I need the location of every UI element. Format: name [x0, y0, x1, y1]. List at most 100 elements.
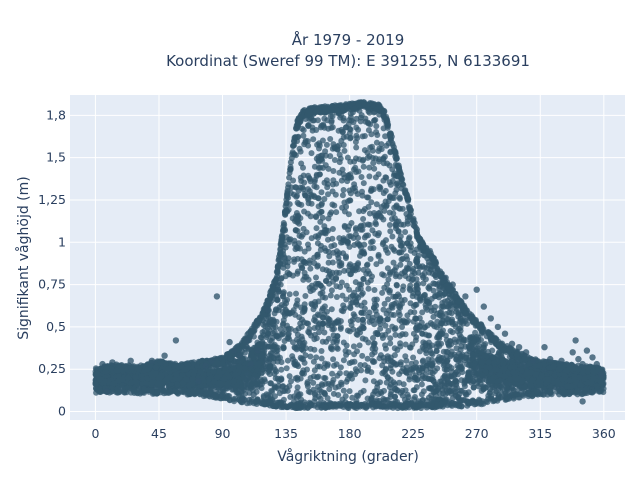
data-point	[352, 366, 359, 373]
data-point	[403, 364, 410, 371]
data-point	[412, 359, 419, 366]
data-point	[284, 263, 291, 270]
data-point	[388, 311, 395, 318]
data-point	[403, 357, 410, 364]
data-point	[273, 368, 280, 375]
data-point	[318, 348, 325, 354]
data-point	[326, 386, 333, 393]
data-point	[312, 213, 319, 220]
data-point	[318, 381, 325, 388]
data-point	[294, 384, 301, 391]
data-point	[422, 340, 429, 347]
data-point	[282, 297, 288, 304]
data-point	[429, 321, 436, 328]
data-point	[328, 243, 335, 250]
chart-title-line1: År 1979 - 2019	[292, 30, 405, 49]
data-point	[398, 242, 405, 249]
data-point	[402, 353, 409, 360]
data-point	[329, 201, 336, 208]
data-point	[501, 365, 508, 372]
data-point	[388, 243, 395, 250]
data-point	[305, 328, 312, 335]
data-point	[369, 238, 376, 245]
data-point	[461, 357, 468, 364]
data-point	[336, 169, 343, 176]
data-point	[312, 301, 319, 308]
data-point	[313, 335, 320, 342]
data-point	[286, 291, 293, 298]
data-point	[457, 387, 464, 394]
data-point	[309, 124, 316, 131]
data-point	[331, 362, 337, 369]
data-point	[319, 152, 326, 159]
data-point	[382, 187, 389, 194]
data-point	[321, 389, 328, 396]
data-point	[327, 136, 334, 142]
data-point	[300, 343, 307, 350]
data-point	[346, 223, 353, 230]
data-point	[266, 356, 273, 363]
data-point	[255, 360, 262, 367]
data-point	[353, 264, 360, 271]
data-point	[438, 303, 445, 310]
data-point	[328, 287, 335, 294]
data-point	[325, 165, 332, 172]
data-point	[389, 233, 396, 240]
data-point	[302, 137, 309, 144]
data-point	[375, 391, 382, 398]
data-point	[360, 266, 367, 273]
data-point	[430, 280, 437, 287]
data-point	[358, 281, 365, 288]
data-point	[314, 363, 321, 370]
data-point	[379, 289, 386, 296]
data-point	[383, 247, 390, 253]
data-point	[338, 279, 345, 286]
data-point	[294, 376, 301, 383]
data-point	[301, 301, 308, 308]
data-point	[407, 282, 414, 289]
data-point	[329, 259, 336, 266]
data-point	[402, 229, 409, 235]
data-point	[301, 269, 308, 276]
data-point	[388, 388, 395, 395]
data-point	[308, 235, 315, 242]
data-point	[373, 261, 380, 268]
data-point	[440, 374, 447, 381]
data-point	[294, 297, 301, 304]
data-point	[365, 313, 372, 320]
data-point	[325, 191, 331, 198]
data-point	[325, 335, 332, 342]
data-point	[360, 276, 367, 282]
data-point	[313, 354, 320, 361]
data-point	[443, 311, 450, 317]
data-point	[322, 375, 329, 382]
data-point	[350, 343, 357, 350]
data-point	[412, 337, 419, 344]
data-point	[375, 253, 382, 260]
data-point	[341, 174, 348, 181]
data-point	[443, 316, 450, 323]
data-point	[373, 201, 380, 208]
data-point	[390, 210, 397, 217]
data-point	[348, 359, 355, 366]
data-point	[325, 215, 332, 222]
data-point	[316, 329, 323, 336]
data-point	[294, 336, 300, 343]
data-point	[406, 344, 413, 351]
data-point	[280, 345, 287, 352]
data-point	[325, 259, 332, 266]
data-point	[321, 329, 328, 336]
data-point	[404, 312, 411, 319]
data-point	[390, 379, 397, 386]
data-point	[390, 259, 397, 266]
data-point	[346, 388, 353, 395]
data-point	[419, 309, 426, 316]
data-point	[331, 157, 338, 163]
data-point	[346, 328, 353, 335]
data-point	[397, 261, 404, 268]
data-point	[267, 337, 273, 344]
data-point	[472, 329, 479, 336]
data-point	[427, 365, 434, 372]
data-point	[326, 280, 333, 287]
data-point	[292, 358, 298, 365]
